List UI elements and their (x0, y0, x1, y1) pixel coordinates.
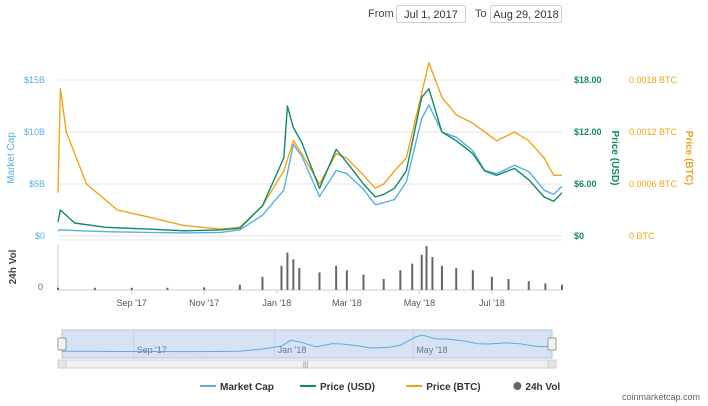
market-cap-legend-label: Market Cap (220, 382, 274, 393)
price-btc-tick-label: 0.0018 BTC (629, 75, 678, 85)
volume-bar (507, 279, 510, 290)
volume-bar (399, 270, 402, 290)
to-date-input[interactable]: Aug 29, 2018 (490, 5, 562, 23)
volume-bar (280, 265, 283, 290)
x-tick-label: Jul '18 (479, 298, 505, 308)
scroll-right-arrow (547, 359, 557, 369)
price-btc-legend-label: Price (BTC) (426, 382, 480, 393)
volume-bar (411, 263, 414, 290)
price-btc-line (57, 62, 562, 230)
volume-bar (440, 265, 443, 290)
chart-legend: Market Cap Price (USD) Price (BTC) 24h Vol (200, 382, 560, 393)
source-credit: coinmarketcap.com (621, 392, 700, 402)
from-date-input[interactable]: Jul 1, 2017 (396, 5, 466, 23)
volume-axis-label: 24h Vol (8, 249, 19, 284)
x-tick-label: Mar '18 (332, 298, 362, 308)
volume-bar (455, 268, 458, 290)
price-btc-tick-label: 0.0006 BTC (629, 179, 678, 189)
navigator-tick-label: Jan '18 (278, 345, 307, 355)
price-usd-axis-label: Price (USD) (609, 130, 620, 185)
volume-tick-label: 0 (38, 282, 43, 292)
navigator-series-line (61, 334, 553, 353)
volume-bar (561, 284, 563, 290)
range-navigator[interactable]: Sep '17 Jan '18 May '18 ||| (57, 329, 557, 369)
price-usd-tick-label: $18.00 (574, 75, 602, 85)
price-usd-tick-label: $12.00 (574, 127, 602, 137)
from-label: From (368, 8, 394, 20)
volume-bar (130, 287, 133, 290)
market-cap-tick-label: $0 (35, 231, 45, 241)
price-usd-tick-label: $0 (574, 231, 584, 241)
price-btc-tick-label: 0 BTC (629, 231, 655, 241)
price-btc-tick-label: 0.0012 BTC (629, 127, 678, 137)
price-btc-axis-label: Price (BTC) (683, 131, 694, 185)
volume-bars (57, 246, 563, 290)
market-cap-tick-label: $15B (24, 75, 45, 85)
volume-bar (362, 274, 365, 290)
volume-bar (431, 257, 434, 290)
24h-vol-legend-label: 24h Vol (525, 382, 560, 393)
volume-bar (382, 279, 385, 290)
volume-bar (345, 270, 348, 290)
price-usd-legend-label: Price (USD) (320, 382, 375, 393)
volume-bar (93, 287, 96, 290)
navigator-left-handle[interactable] (57, 337, 67, 351)
volume-bar (286, 252, 289, 290)
volume-bar (203, 287, 206, 290)
x-tick-label: Nov '17 (189, 298, 219, 308)
volume-bar (238, 284, 241, 290)
volume-bar (527, 281, 530, 290)
to-label: To (475, 8, 487, 20)
price-usd-line (57, 87, 563, 232)
price-usd-tick-label: $6.00 (574, 179, 597, 189)
navigator-tick-label: May '18 (416, 345, 447, 355)
x-tick-label: May '18 (404, 298, 435, 308)
volume-bar (544, 283, 547, 290)
24h-vol-legend-swatch (513, 382, 522, 390)
navigator-right-handle[interactable] (547, 337, 557, 351)
volume-bar (335, 265, 338, 290)
x-tick-label: Jan '18 (262, 298, 291, 308)
market-cap-tick-label: $10B (24, 127, 45, 137)
volume-bar (318, 272, 321, 290)
volume-bar (490, 276, 493, 290)
market-cap-tick-label: $5B (29, 179, 45, 189)
volume-bar (420, 254, 423, 290)
navigator-tick-label: Sep '17 (137, 345, 167, 355)
volume-bar (425, 246, 428, 290)
market-cap-line (57, 104, 563, 234)
volume-bar (471, 270, 474, 290)
volume-bar (166, 287, 169, 290)
volume-bar (57, 287, 59, 290)
scroll-left-arrow (57, 359, 67, 369)
market-cap-axis-label: Market Cap (6, 132, 17, 184)
volume-bar (298, 268, 301, 290)
volume-bar (261, 276, 264, 290)
scroll-grip-icon: ||| (303, 362, 309, 369)
volume-bar (292, 259, 295, 290)
x-tick-label: Sep '17 (117, 298, 147, 308)
